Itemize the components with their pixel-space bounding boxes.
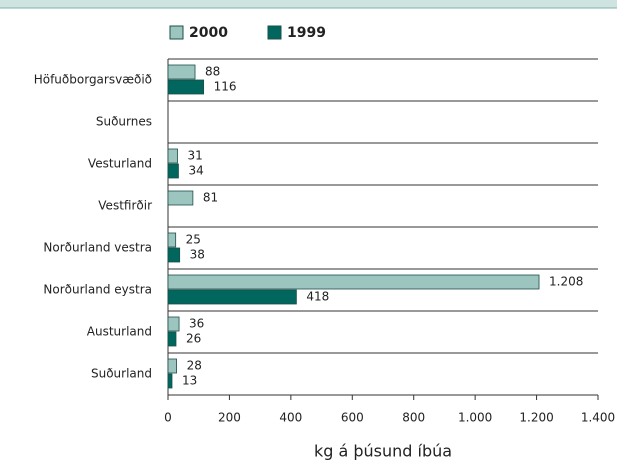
legend-swatch: [169, 25, 184, 40]
bar: [167, 289, 297, 305]
x-tick-label: 0: [164, 411, 172, 425]
bar: [167, 373, 173, 389]
bar: [167, 190, 194, 206]
value-label: 36: [189, 317, 204, 331]
y-tick-label: Suðurnes: [96, 115, 152, 129]
x-tick-label: 200: [218, 411, 241, 425]
x-tick-label: 800: [402, 411, 425, 425]
x-tick-label: 1.400: [581, 411, 615, 425]
y-tick-label: Suðurland: [91, 367, 152, 381]
bar: [167, 316, 180, 332]
x-tick-label: 1.000: [458, 411, 492, 425]
y-tick-label: Norðurland eystra: [43, 283, 152, 297]
bar: [167, 232, 177, 248]
value-label: 31: [188, 149, 203, 163]
legend-label: 1999: [287, 25, 326, 41]
y-tick-label: Austurland: [87, 325, 152, 339]
value-label: 1.208: [549, 275, 583, 289]
bar: [167, 64, 196, 80]
bar: [167, 148, 178, 164]
value-label: 34: [188, 164, 203, 178]
value-label: 81: [203, 191, 218, 205]
y-tick-label: Vesturland: [88, 157, 152, 171]
y-tick-label: Vestfirðir: [98, 199, 152, 213]
legend-label: 2000: [189, 25, 228, 41]
x-tick-label: 400: [279, 411, 302, 425]
bar: [167, 79, 205, 95]
x-tick-label: 600: [341, 411, 364, 425]
bar: [167, 358, 177, 374]
y-tick-label: Höfuðborgarsvæðið: [34, 73, 152, 87]
value-label: 25: [186, 233, 201, 247]
y-tick-label: Norðurland vestra: [43, 241, 152, 255]
value-label: 418: [306, 290, 329, 304]
x-axis-title: kg á þúsund íbúa: [314, 442, 452, 461]
bar: [167, 331, 177, 347]
bar: [167, 163, 179, 179]
bar: [167, 247, 181, 263]
bar: [167, 274, 540, 290]
value-label: 116: [214, 80, 237, 94]
value-label: 13: [182, 374, 197, 388]
value-label: 88: [205, 65, 220, 79]
header-strip: [0, 0, 617, 8]
x-tick-label: 1.200: [519, 411, 553, 425]
value-label: 26: [186, 332, 201, 346]
value-label: 28: [187, 359, 202, 373]
value-label: 38: [190, 248, 205, 262]
legend-swatch: [267, 25, 282, 40]
